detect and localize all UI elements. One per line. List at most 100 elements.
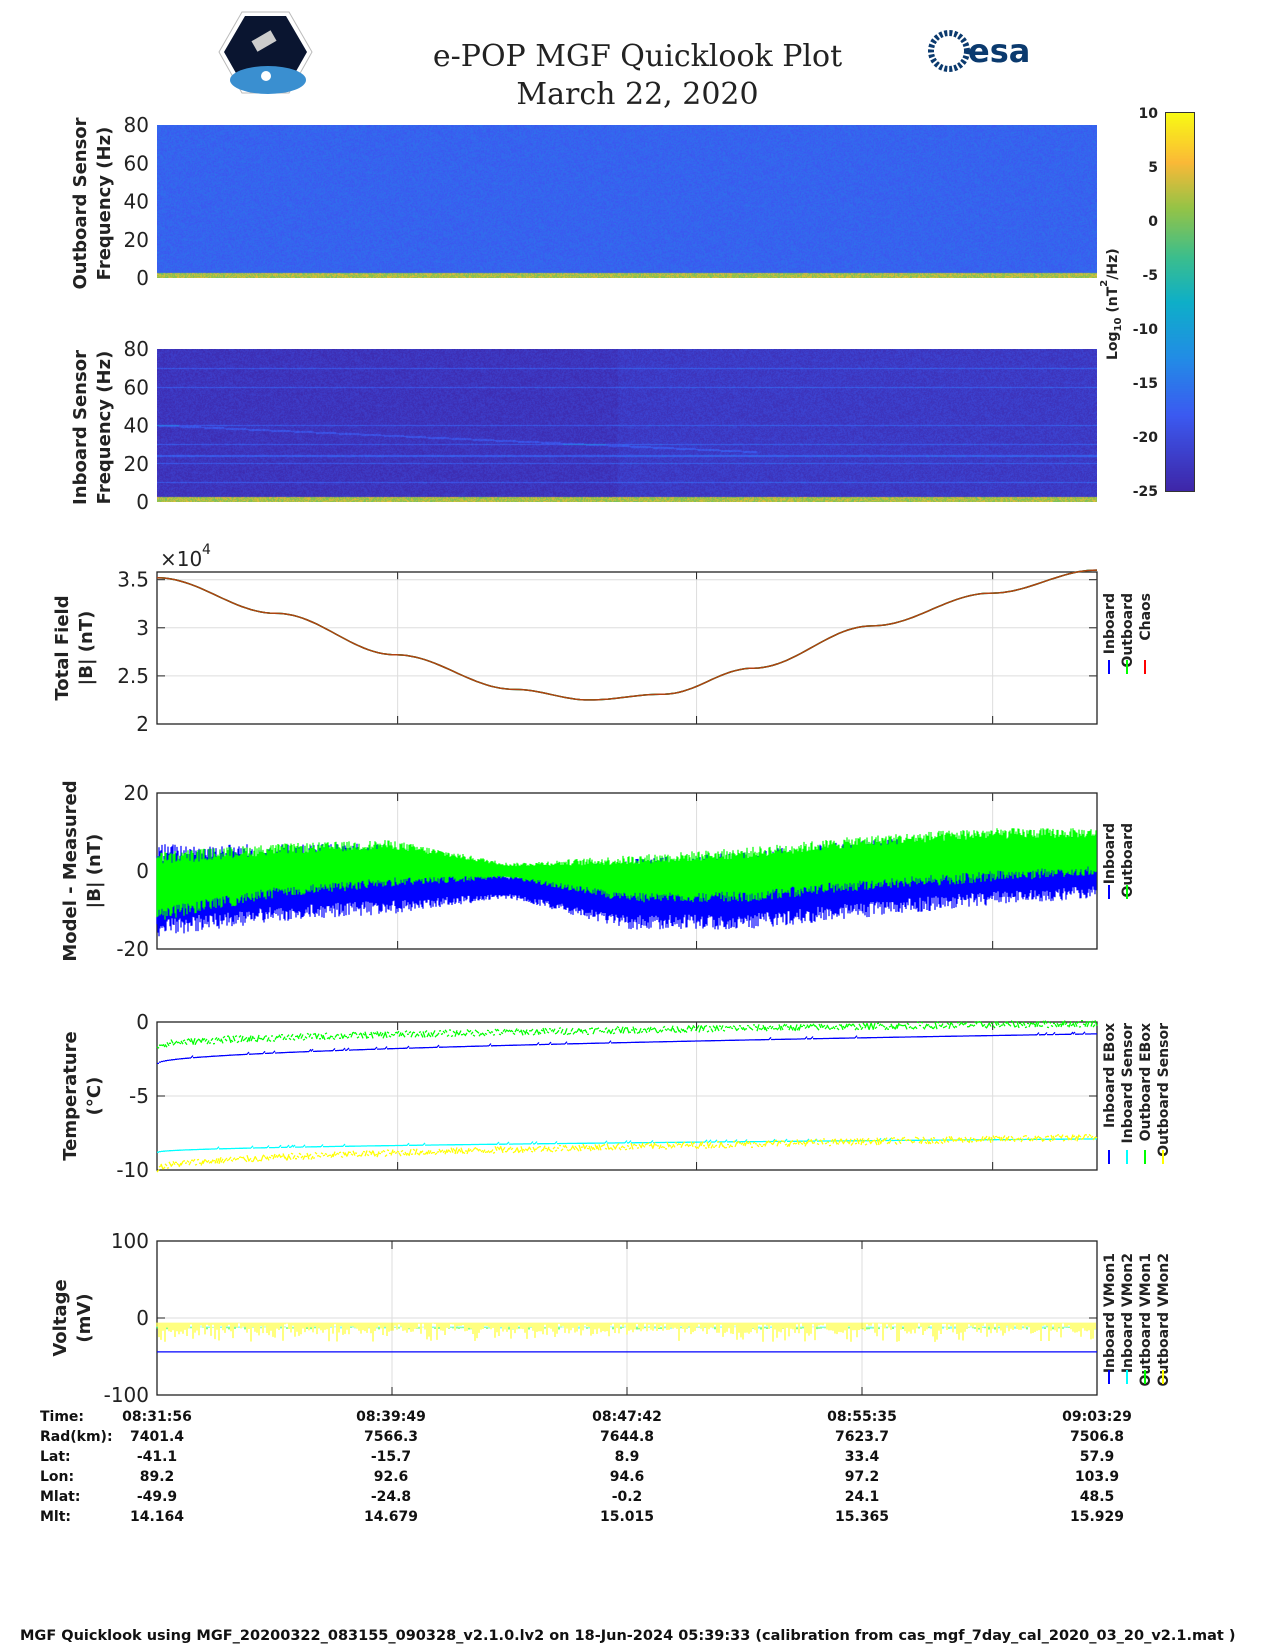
inboard-spectrogram-ylabel: Frequency (Hz) <box>94 351 115 505</box>
ephemeris-value: 14.679 <box>363 1509 419 1525</box>
ephemeris-value: 14.164 <box>129 1509 185 1525</box>
ephemeris-value: 15.365 <box>834 1509 890 1525</box>
inboard-spectrogram-ylabel: Inboard Sensor <box>70 350 91 505</box>
colorbar-tick-label: -10 <box>1133 322 1159 338</box>
ephemeris-value: 08:47:42 <box>592 1409 662 1425</box>
temperature-ytick-label: 0 <box>136 1010 149 1034</box>
voltage-ylabel: Voltage <box>50 1279 71 1356</box>
voltage-legend-label: Outboard VMon2 <box>1156 1253 1172 1387</box>
ephemeris-label: Time: <box>40 1409 85 1425</box>
colorbar <box>1165 112 1195 492</box>
inboard-spectrogram-ytick-label: 60 <box>124 375 149 399</box>
ephemeris-value: 7401.4 <box>129 1429 185 1445</box>
voltage-legend-label: Outboard VMon1 <box>1138 1253 1154 1387</box>
total-field-ytick-label: 3 <box>136 616 149 640</box>
inboard-spectrogram-ytick-label: 40 <box>124 414 149 438</box>
colorbar-tick-label: 5 <box>1148 160 1158 176</box>
model-minus-measured-ytick-label: 0 <box>136 859 149 883</box>
ephemeris-value: 7644.8 <box>599 1429 655 1445</box>
temperature-legend-label: Inboard EBox <box>1102 1023 1118 1128</box>
ephemeris-value: 08:55:35 <box>827 1409 897 1425</box>
model-minus-measured-legend-label: Inboard <box>1102 823 1118 884</box>
model-minus-measured-legend-label: Outboard <box>1120 823 1136 898</box>
colorbar-tick-label: -5 <box>1142 268 1158 284</box>
ephemeris-label: Lon: <box>40 1469 75 1485</box>
temperature-line-3 <box>156 1133 1098 1173</box>
outboard-spectrogram-ylabel: Frequency (Hz) <box>94 127 115 281</box>
ephemeris-value: -41.1 <box>136 1449 178 1465</box>
total-field-legend-label: Chaos <box>1138 593 1154 641</box>
total-field-line-chaos <box>156 569 1098 701</box>
outboard-spectrogram-ytick-label: 80 <box>124 113 149 137</box>
voltage-legend-label: Inboard VMon2 <box>1120 1253 1136 1373</box>
total-field-axes <box>156 571 1098 725</box>
ephemeris-label: Rad(km): <box>40 1429 113 1445</box>
model-diff-line-outboard <box>156 828 1097 920</box>
svg-text:esa: esa <box>968 32 1030 70</box>
ephemeris-value: 8.9 <box>614 1449 640 1465</box>
ephemeris-value: 15.929 <box>1069 1509 1125 1525</box>
model-minus-measured-ylabel: Model - Measured <box>60 780 81 961</box>
voltage-legend-label: Inboard VMon1 <box>1102 1253 1118 1373</box>
ephemeris-value: -24.8 <box>370 1489 412 1505</box>
ephemeris-value: 57.9 <box>1079 1449 1115 1465</box>
model-minus-measured-ytick-label: -20 <box>116 937 149 961</box>
temperature-legend-label: Inboard Sensor <box>1120 1023 1136 1144</box>
temperature-ylabel: (°C) <box>84 1077 105 1116</box>
ephemeris-value: 33.4 <box>844 1449 880 1465</box>
total-field-ytick-label: 3.5 <box>117 568 149 592</box>
ephemeris-value: 08:39:49 <box>356 1409 426 1425</box>
ephemeris-value: -0.2 <box>611 1489 643 1505</box>
temperature-legend-label: Outboard Sensor <box>1156 1023 1172 1157</box>
temperature-ytick-label: -10 <box>116 1158 149 1182</box>
ephemeris-value: 7623.7 <box>834 1429 890 1445</box>
exponent-label: 4 <box>202 542 211 558</box>
esa-logo: esa <box>928 30 1038 76</box>
ephemeris-value: 08:31:56 <box>122 1409 192 1425</box>
voltage-line-3 <box>156 1322 1096 1342</box>
total-field-ylabel: |B| (nT) <box>76 611 97 686</box>
model-minus-measured-ylabel: |B| (nT) <box>84 834 105 909</box>
outboard-spectrogram-ytick-label: 60 <box>124 151 149 175</box>
footer-note: MGF Quicklook using MGF_20200322_083155_… <box>20 1628 1236 1644</box>
total-field-ylabel: Total Field <box>52 595 73 700</box>
voltage-ytick-label: 0 <box>136 1306 149 1330</box>
inboard-spectrogram <box>157 349 1097 502</box>
inboard-spectrogram-ytick-label: 80 <box>124 337 149 361</box>
ephemeris-value: 94.6 <box>609 1469 645 1485</box>
temperature-ylabel: Temperature <box>60 1031 81 1160</box>
outboard-spectrogram-ylabel: Outboard Sensor <box>70 117 91 289</box>
temperature-legend-label: Outboard EBox <box>1138 1023 1154 1141</box>
ephemeris-label: Mlat: <box>40 1489 81 1505</box>
temperature-ytick-label: -5 <box>129 1084 149 1108</box>
ephemeris-value: 97.2 <box>844 1469 880 1485</box>
inboard-spectrogram-ytick-label: 20 <box>124 452 149 476</box>
ephemeris-value: 7566.3 <box>363 1429 419 1445</box>
outboard-spectrogram-ytick-label: 40 <box>124 190 149 214</box>
ephemeris-value: -15.7 <box>370 1449 412 1465</box>
colorbar-tick-label: -15 <box>1133 376 1158 392</box>
outboard-spectrogram-ytick-label: 0 <box>136 266 149 290</box>
ephemeris-value: 15.015 <box>599 1509 655 1525</box>
plot-date: March 22, 2020 <box>516 77 759 112</box>
plot-title: e-POP MGF Quicklook Plot <box>432 39 843 74</box>
temperature-line-0 <box>157 1031 1097 1065</box>
ephemeris-label: Lat: <box>40 1449 71 1465</box>
total-field-ytick-label: 2 <box>136 712 149 736</box>
ephemeris-value: 103.9 <box>1074 1469 1120 1485</box>
colorbar-tick-label: -20 <box>1133 430 1159 446</box>
voltage-ytick-label: 100 <box>111 1229 149 1253</box>
exponent-label: ×10 <box>160 547 202 571</box>
voltage-ytick-label: -100 <box>104 1383 149 1407</box>
cassiope-logo <box>218 10 313 95</box>
total-field-legend-label: Outboard <box>1120 593 1136 668</box>
ephemeris-value: 48.5 <box>1079 1489 1115 1505</box>
ephemeris-value: 09:03:29 <box>1062 1409 1132 1425</box>
colorbar-tick-label: 0 <box>1148 214 1158 230</box>
outboard-spectrogram <box>157 125 1097 278</box>
ephemeris-value: 92.6 <box>373 1469 409 1485</box>
voltage-ylabel: (mV) <box>74 1293 95 1342</box>
ephemeris-value: 89.2 <box>139 1469 175 1485</box>
